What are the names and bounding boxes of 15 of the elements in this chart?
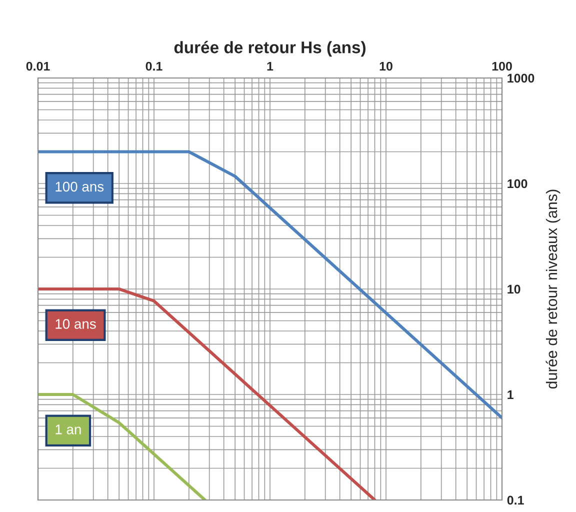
x-tick-label: 100 [492,62,512,71]
x-tick-label: 0.1 [146,62,162,71]
y-axis-title: durée de retour niveaux (ans) [546,190,560,389]
x-tick-label: 10 [380,62,392,71]
text: 10 ans [56,319,96,329]
x-tick-label: 1 [267,62,274,71]
y-tick-label: 1000 [508,74,534,83]
x-axis-title: durée de retour Hs (ans) [174,40,366,57]
series-label: 1 an [56,424,81,434]
y-tick-label: 10 [508,284,520,294]
text: 100 ans [56,182,104,192]
y-tick-label: 0.1 [507,496,524,505]
x-tick-label: 0.01 [26,62,50,71]
y-tick-label: 100 [508,179,528,188]
y-tick-label: 1 [508,390,514,400]
